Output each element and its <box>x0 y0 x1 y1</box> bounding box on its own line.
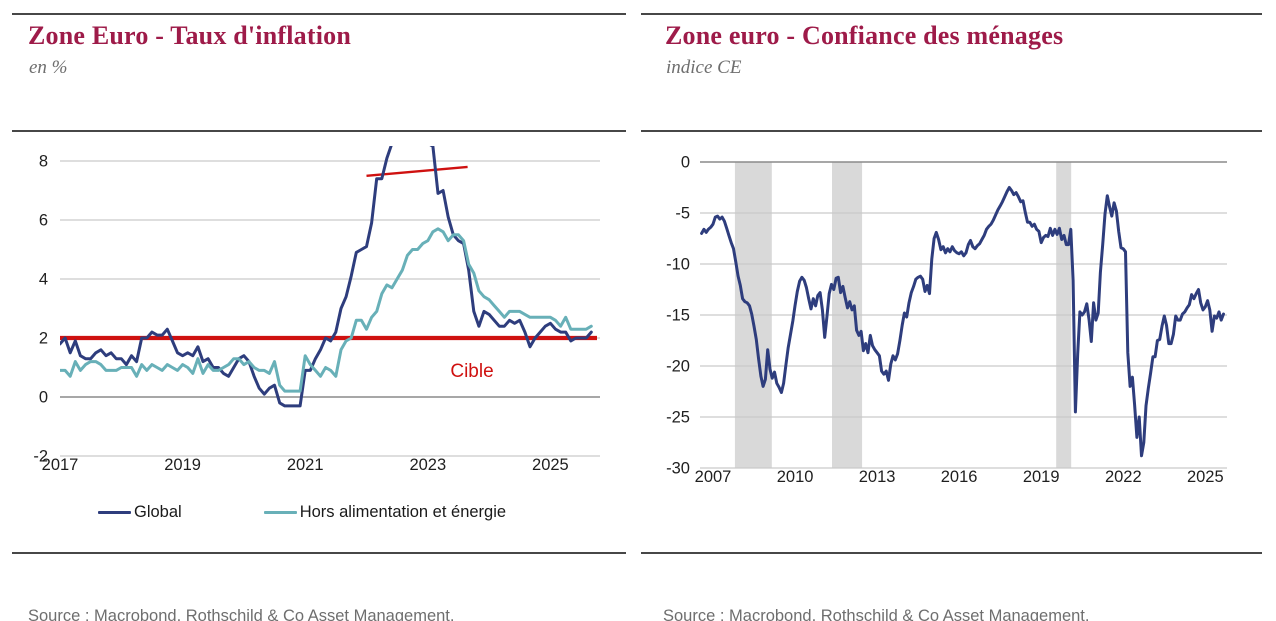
x-tick-label: 2010 <box>777 468 814 486</box>
panel-bottom-rule <box>12 552 626 554</box>
y-tick-label: -30 <box>666 460 690 478</box>
inflation-chart-title: Zone Euro - Taux d'inflation <box>28 21 352 50</box>
global-line-sample <box>98 511 131 514</box>
legend-item-core: Hors alimentation et énergie <box>263 503 507 522</box>
inflation-chart-subtitle: en % <box>29 57 68 78</box>
y-tick-label: 4 <box>39 271 48 289</box>
confidence-chart-subtitle: indice CE <box>666 57 742 78</box>
target-line-label: Cible <box>450 361 493 382</box>
source-line-1: Source : Macrobond, Rothschild & Co Asse… <box>663 607 1090 621</box>
y-tick-label: -15 <box>666 307 690 325</box>
panel-mid-rule <box>12 130 626 132</box>
confidence-chart-title: Zone euro - Confiance des ménages <box>665 21 1064 50</box>
inflation-panel: Zone Euro - Taux d'inflation en % 8 6 4 2 0 -… <box>12 0 626 621</box>
panel-bottom-rule <box>641 552 1262 554</box>
y-tick-label: 2 <box>39 330 48 348</box>
y-tick-label: -20 <box>666 358 690 376</box>
panel-mid-rule <box>641 130 1262 132</box>
x-tick-label: 2013 <box>859 468 896 486</box>
x-tick-label: 2025 <box>1187 468 1224 486</box>
panel-top-rule <box>641 13 1262 15</box>
source-line-1: Source : Macrobond, Rothschild & Co Asse… <box>28 607 455 621</box>
x-tick-label: 2025 <box>532 456 569 474</box>
inflation-legend: Global Hors alimentation et énergie <box>98 503 506 522</box>
x-tick-label: 2017 <box>42 456 79 474</box>
y-tick-label: 0 <box>39 389 48 407</box>
y-tick-label: 6 <box>39 212 48 230</box>
source-note-left: Source : Macrobond, Rothschild & Co Asse… <box>28 561 454 621</box>
series-line-0 <box>700 186 1225 458</box>
y-tick-label: -25 <box>666 409 690 427</box>
x-tick-label: 2007 <box>695 468 732 486</box>
legend-item-global: Global <box>98 503 182 522</box>
x-tick-label: 2021 <box>287 456 324 474</box>
series-line-0 <box>60 146 593 408</box>
confidence-chart: 0 -5 -10 -15 -20 -25 -30 2007 2010 2013 2016 2019 20… <box>666 154 1227 486</box>
legend-label-global: Global <box>134 503 182 521</box>
y-tick-label: 0 <box>681 154 690 172</box>
x-tick-label: 2022 <box>1105 468 1142 486</box>
x-tick-label: 2016 <box>941 468 978 486</box>
source-note-right: Source : Macrobond, Rothschild & Co Asse… <box>663 561 1089 621</box>
confidence-panel: Zone euro - Confiance des ménages indice… <box>641 0 1262 621</box>
y-tick-label: -2 <box>33 448 48 466</box>
panel-top-rule <box>12 13 626 15</box>
legend-label-core: Hors alimentation et énergie <box>299 503 507 521</box>
x-tick-label: 2023 <box>409 456 446 474</box>
y-tick-label: -10 <box>666 256 690 274</box>
y-tick-label: 8 <box>39 153 48 171</box>
series-line-1 <box>60 227 593 393</box>
x-tick-label: 2019 <box>1023 468 1060 486</box>
x-tick-label: 2019 <box>164 456 201 474</box>
y-tick-label: -5 <box>675 205 690 223</box>
core-line-sample <box>263 511 297 514</box>
